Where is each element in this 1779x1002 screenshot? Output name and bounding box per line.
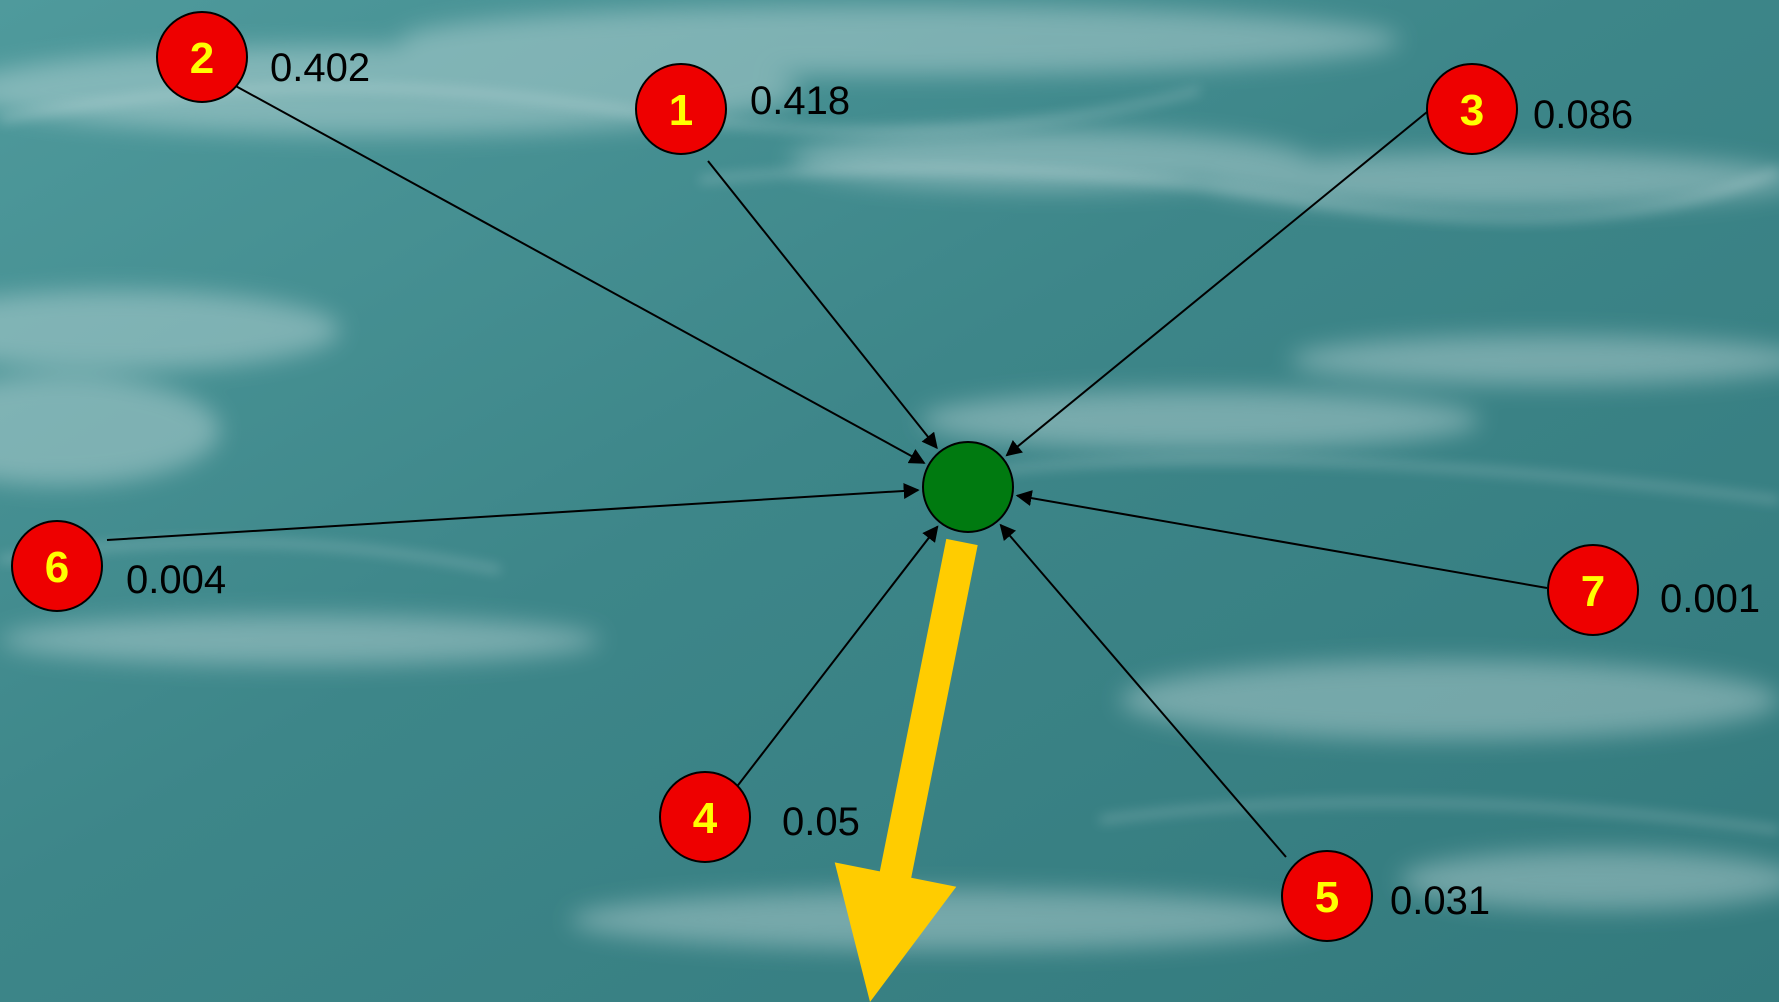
node-1: 1 (635, 63, 727, 155)
edge-5 (999, 523, 1287, 858)
weight-label-6: 0.004 (126, 558, 226, 602)
node-3: 3 (1426, 63, 1518, 155)
weight-label-2: 0.402 (270, 46, 370, 90)
weight-label-1: 0.418 (750, 79, 850, 123)
node-circle-1 (635, 63, 727, 155)
node-7: 7 (1547, 544, 1639, 636)
node-circle-5 (1281, 850, 1373, 942)
node-6: 6 (11, 520, 103, 612)
weight-label-3: 0.086 (1533, 93, 1633, 137)
weight-label-5: 0.031 (1390, 879, 1490, 923)
node-label-1: 1 (669, 86, 693, 135)
node-circle-3 (1426, 63, 1518, 155)
node-label-4: 4 (693, 794, 718, 843)
node-circle-7 (1547, 544, 1639, 636)
node-label-2: 2 (190, 34, 214, 83)
node-circle-2 (156, 11, 248, 103)
edge-3 (1005, 111, 1428, 457)
node-2: 2 (156, 11, 248, 103)
center-node (922, 441, 1014, 533)
edge-6 (106, 482, 920, 541)
edge-7 (1015, 490, 1548, 589)
weight-label-4: 0.05 (782, 800, 860, 844)
node-5: 5 (1281, 850, 1373, 942)
node-label-5: 5 (1315, 873, 1339, 922)
edge-1 (707, 160, 938, 450)
node-circle-6 (11, 520, 103, 612)
node-circle-4 (659, 771, 751, 863)
edge-4 (731, 525, 939, 794)
node-4: 4 (659, 771, 751, 863)
edge-2 (231, 83, 926, 464)
weight-label-7: 0.001 (1660, 577, 1760, 621)
node-label-6: 6 (45, 543, 69, 592)
node-label-3: 3 (1460, 86, 1484, 135)
output-arrow (834, 538, 978, 1002)
node-label-7: 7 (1581, 567, 1605, 616)
